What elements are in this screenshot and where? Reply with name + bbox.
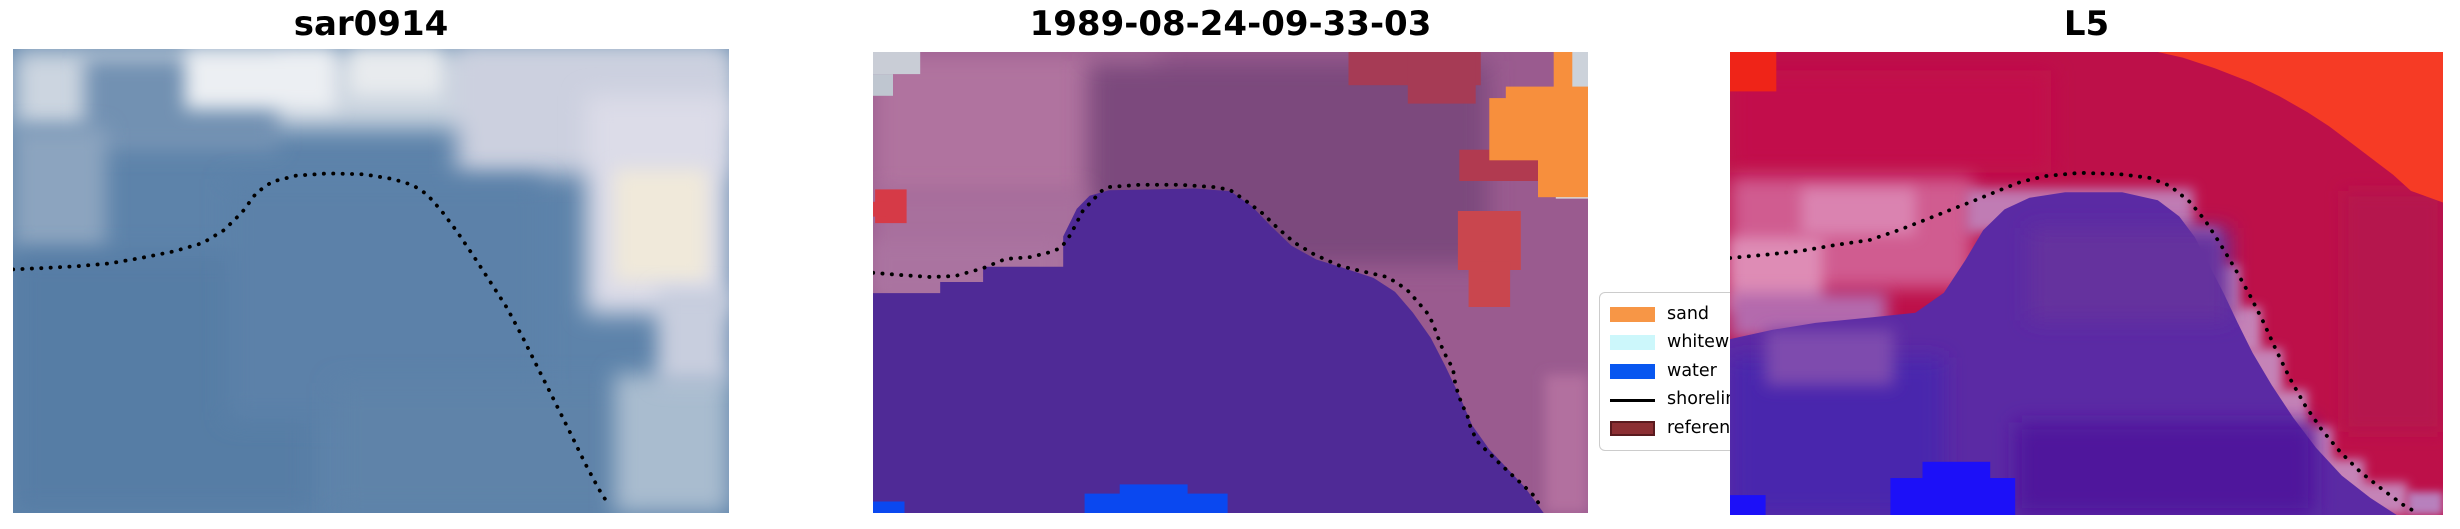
legend-label: water (1667, 360, 1717, 381)
panel-title-sar0914: sar0914 (293, 4, 449, 44)
panel-title-classified: 1989-08-24-09-33-03 (1029, 4, 1432, 44)
legend-item-reference: reference (1610, 414, 1788, 443)
legend-item-sand: sand (1610, 300, 1788, 329)
legend-label: sand (1667, 303, 1710, 324)
shoreline-dotted-line (873, 182, 1545, 512)
legend-item-shoreline: shoreline (1610, 386, 1788, 415)
classified-scene-image (873, 52, 1588, 513)
shoreline-dotted-line (1730, 170, 2418, 514)
legend-label: shoreline (1667, 389, 1748, 410)
panel-sar0914: sar0914 (13, 0, 729, 529)
shoreline-line-sample (1610, 398, 1655, 402)
landsat5-scene-image (1730, 52, 2443, 515)
sar-satellite-image (13, 49, 729, 513)
legend-label: reference (1667, 417, 1751, 438)
water-color-swatch (1610, 363, 1655, 379)
panel-classified: 1989-08-24-09-33-03 (873, 0, 1588, 529)
reference-color-swatch (1610, 421, 1655, 437)
shoreline-dotted-line (13, 171, 612, 508)
whitewater-color-swatch (1610, 335, 1655, 351)
sand-color-swatch (1610, 306, 1655, 322)
legend-item-water: water (1610, 357, 1788, 386)
panel-l5: L5 (1730, 0, 2443, 529)
panel-title-l5: L5 (2063, 4, 2110, 44)
